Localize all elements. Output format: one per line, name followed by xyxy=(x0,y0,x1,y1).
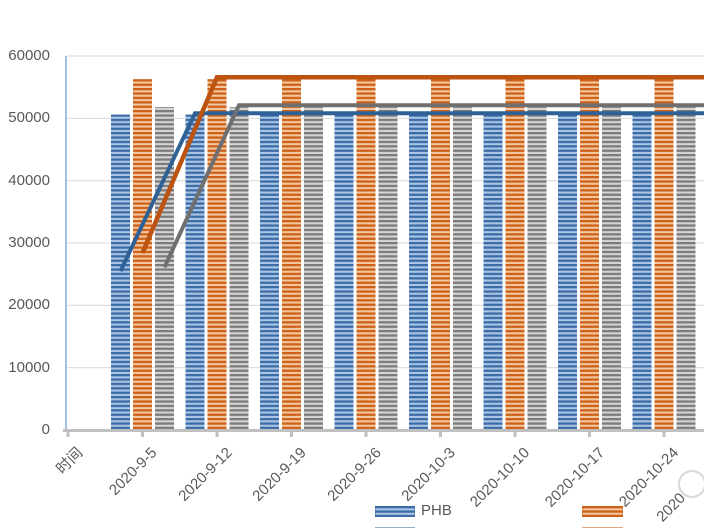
bar-series-3 xyxy=(453,107,472,430)
bar-series-3 xyxy=(304,107,323,430)
line-series-3 xyxy=(162,103,704,269)
line-series-1 xyxy=(118,111,704,272)
bar-series-2 xyxy=(133,79,152,431)
line-series-2 xyxy=(140,74,704,254)
y-axis-tick-label: 50000 xyxy=(8,109,50,127)
bar-series-1 xyxy=(334,114,354,431)
bar-series-3 xyxy=(676,107,696,430)
axis-tick xyxy=(66,432,70,437)
bar-series-1 xyxy=(260,114,279,431)
bar-series-3 xyxy=(155,107,174,430)
axis-tick xyxy=(662,432,666,437)
bar-series-1 xyxy=(632,114,652,431)
bar-series-2 xyxy=(356,79,376,431)
bar-series-2 xyxy=(282,79,301,431)
axis-tick xyxy=(513,432,517,437)
axis-tick xyxy=(290,432,293,437)
gridline xyxy=(66,55,704,57)
legend-swatch-phb-icon xyxy=(375,505,415,517)
x-axis-line xyxy=(63,429,704,432)
axis-tick xyxy=(439,432,442,437)
y-axis-tick-label: 30000 xyxy=(8,234,50,251)
axis-tick xyxy=(141,432,144,437)
y-axis-tick-label: 10000 xyxy=(8,358,50,376)
bar-series-3 xyxy=(602,107,621,430)
bar-series-3 xyxy=(378,107,398,430)
legend-cutoff-swatch-blue xyxy=(375,524,415,528)
y-axis-tick-label: 20000 xyxy=(8,296,50,314)
bar-series-1 xyxy=(558,114,577,431)
bar-series-1 xyxy=(409,114,428,431)
legend-swatch-orange-icon xyxy=(582,505,623,517)
bar-series-1 xyxy=(111,114,130,431)
axis-tick xyxy=(364,432,368,437)
bar-series-2 xyxy=(207,79,227,431)
bar-series-2 xyxy=(431,79,450,431)
y-axis-tick-label: 40000 xyxy=(8,171,50,189)
bar-series-1 xyxy=(185,114,205,431)
y-axis-line xyxy=(65,56,67,430)
y-axis-tick-label: 0 xyxy=(41,421,50,438)
legend-entry-orange xyxy=(582,504,629,518)
bar-series-1 xyxy=(483,114,503,431)
watermark-circle-icon xyxy=(678,470,704,498)
y-axis-tick-label: 60000 xyxy=(8,47,50,64)
bar-series-3 xyxy=(229,107,249,430)
legend-entry-phb: PHB xyxy=(375,502,452,519)
legend-label-phb: PHB xyxy=(421,502,452,519)
bar-series-3 xyxy=(527,107,547,430)
bar-series-2 xyxy=(654,79,674,431)
axis-tick xyxy=(215,432,219,437)
legend-cutoff-swatch-orange xyxy=(582,524,623,528)
bar-series-2 xyxy=(580,79,599,431)
bar-series-2 xyxy=(505,79,525,431)
axis-tick xyxy=(588,432,591,437)
